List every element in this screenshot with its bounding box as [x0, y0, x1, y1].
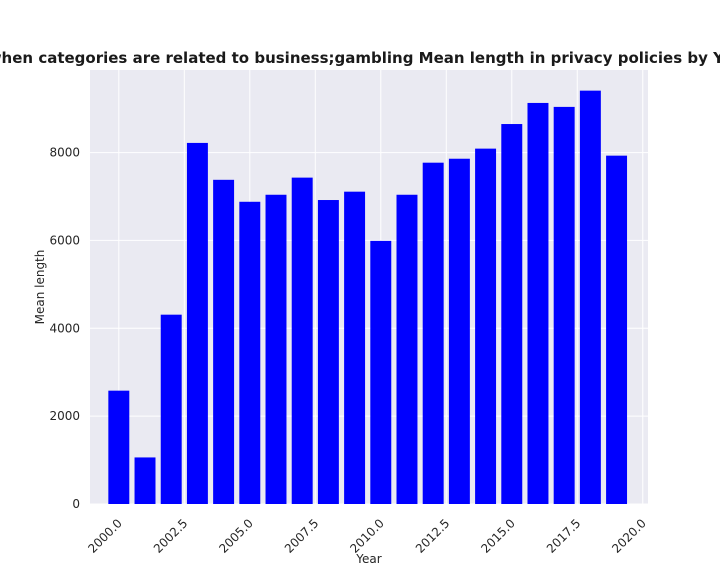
x-tick-label: 2005.0	[216, 516, 256, 556]
bar	[134, 457, 156, 504]
bar	[606, 155, 628, 504]
bar	[422, 162, 444, 505]
x-axis-label: Year	[355, 552, 381, 566]
bar	[160, 314, 182, 504]
bars	[108, 90, 628, 505]
x-tick-label: 2015.0	[478, 516, 518, 556]
bar	[527, 102, 549, 504]
x-tick-label: 2000.0	[85, 516, 125, 556]
bar	[448, 158, 470, 504]
x-tick-label: 2012.5	[413, 516, 453, 556]
bar	[396, 194, 418, 504]
x-tick-label: 2002.5	[151, 516, 191, 556]
bar	[108, 390, 130, 504]
y-tick-label: 2000	[49, 409, 80, 423]
y-tick-label: 8000	[49, 146, 80, 160]
x-tick-label: 2010.0	[347, 516, 387, 556]
bar	[186, 142, 208, 505]
y-tick-label: 0	[72, 497, 80, 511]
x-tick-label: 2007.5	[282, 516, 322, 556]
chart-title: when categories are related to business;…	[0, 49, 720, 67]
y-tick-label: 4000	[49, 321, 80, 335]
bar	[344, 191, 366, 504]
y-axis-label: Mean length	[33, 250, 47, 325]
bar	[553, 106, 575, 504]
y-axis-ticks: 0 2000 4000 6000 8000	[49, 146, 80, 511]
bar	[579, 90, 601, 504]
bar	[291, 177, 313, 504]
x-tick-label: 2017.5	[544, 516, 584, 556]
bar	[213, 179, 235, 504]
x-tick-label: 2020.0	[609, 516, 649, 556]
bar	[317, 200, 339, 504]
x-axis-ticks: 2000.0 2002.5 2005.0 2007.5 2010.0 2012.5 2015…	[85, 516, 649, 556]
bar	[265, 194, 287, 504]
bar	[501, 124, 523, 504]
bar	[475, 148, 497, 504]
bar	[239, 201, 261, 504]
y-tick-label: 6000	[49, 233, 80, 247]
bar	[370, 240, 392, 504]
